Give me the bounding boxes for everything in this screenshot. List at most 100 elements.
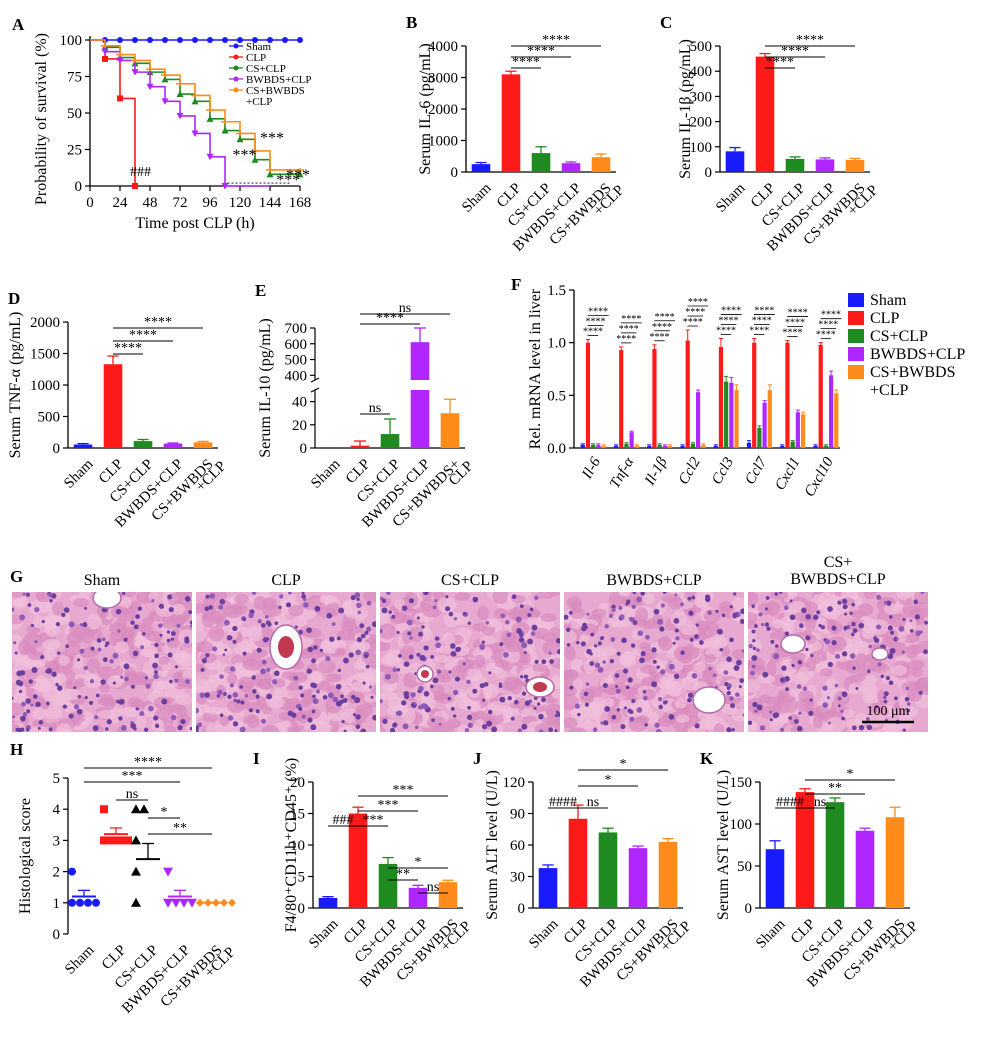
nucleus [479, 644, 486, 650]
nucleus [774, 592, 779, 596]
cell [521, 707, 537, 718]
nucleus [660, 669, 666, 675]
cell [748, 679, 761, 693]
nucleus [403, 661, 410, 667]
x-tick-label: 144 [259, 195, 282, 211]
nucleus [620, 724, 626, 730]
y-tick-label: 120 [503, 775, 526, 791]
legend-label: +CLP [246, 96, 272, 108]
nucleus [357, 610, 361, 615]
nucleus [217, 689, 223, 695]
cell [335, 647, 346, 656]
nucleus [523, 651, 527, 654]
cell [13, 596, 29, 608]
nucleus [584, 702, 589, 707]
nucleus [366, 600, 372, 606]
nucleus [101, 637, 106, 641]
nucleus [55, 682, 59, 687]
nucleus [729, 605, 733, 609]
marker [176, 81, 184, 86]
nucleus [161, 698, 168, 705]
nucleus [851, 725, 857, 731]
nucleus [876, 594, 882, 600]
nucleus [885, 675, 890, 681]
legend-marker [233, 54, 239, 60]
nucleus [46, 701, 50, 706]
cell [620, 651, 636, 665]
bar-Sham [713, 445, 718, 448]
cell [36, 601, 51, 614]
cell [312, 721, 332, 732]
nucleus [380, 628, 383, 634]
cell [380, 623, 397, 640]
x-tick-label: Sham [753, 916, 789, 952]
nucleus [748, 643, 753, 649]
cell [910, 667, 924, 677]
nucleus [174, 678, 179, 683]
y-tick-label: 1000 [30, 378, 60, 394]
cell [564, 629, 577, 644]
x-tick-label: 48 [143, 195, 158, 211]
nucleus [549, 659, 554, 664]
bar-CLP [818, 344, 823, 448]
nucleus [239, 726, 246, 732]
nucleus [117, 629, 121, 633]
nucleus [209, 593, 216, 599]
nucleus [729, 637, 734, 643]
nucleus [662, 592, 667, 595]
y-tick-label: 100 [690, 140, 713, 156]
nucleus [654, 722, 660, 728]
nucleus [680, 650, 685, 655]
y-tick-label: 0 [298, 901, 306, 917]
nucleus [25, 698, 31, 704]
marker [266, 170, 274, 178]
nucleus [184, 596, 191, 602]
cell [119, 706, 140, 718]
nucleus [805, 647, 809, 652]
significance-label: *** [122, 769, 143, 784]
nucleus [675, 636, 680, 641]
bar-BWBDS+CLP [696, 392, 701, 448]
nucleus [371, 621, 376, 628]
nucleus [640, 592, 646, 596]
nucleus [909, 619, 913, 623]
nucleus [242, 617, 247, 621]
nucleus [216, 694, 220, 698]
cell [227, 699, 245, 713]
bar-BWBDS+CLP [596, 444, 601, 448]
nucleus [154, 670, 158, 675]
bar-Sham [765, 849, 785, 908]
nucleus [791, 663, 795, 668]
nucleus [360, 728, 367, 732]
nucleus [652, 659, 657, 664]
cell [22, 632, 43, 649]
x-tick-label: Ccl3 [709, 455, 737, 488]
marker [101, 43, 109, 48]
nucleus [301, 714, 306, 719]
cell [130, 700, 147, 710]
significance-label: **** [649, 332, 669, 343]
marker [251, 156, 259, 163]
nucleus [538, 713, 544, 720]
y-axis-title: F4/80⁺CD11b⁺CD45⁺ (%) [283, 758, 300, 933]
nucleus [222, 653, 226, 657]
nucleus [694, 723, 700, 729]
nucleus [133, 624, 139, 630]
bar-Sham [780, 445, 785, 448]
y-tick-label: 3 [53, 833, 61, 849]
nucleus [170, 631, 176, 637]
significance-label: *** [393, 783, 414, 798]
bar-CLP [685, 340, 690, 448]
y-tick-label: 5 [53, 771, 61, 787]
cell [503, 633, 518, 648]
cell [564, 685, 578, 697]
nucleus [20, 715, 26, 722]
nucleus [303, 602, 309, 608]
nucleus [356, 637, 363, 643]
nucleus [92, 725, 99, 732]
y-tick-label: 20 [292, 418, 307, 434]
cell [790, 724, 805, 732]
bar-CLP [795, 792, 815, 908]
significance-label: **** [785, 318, 805, 329]
nucleus [581, 626, 587, 632]
